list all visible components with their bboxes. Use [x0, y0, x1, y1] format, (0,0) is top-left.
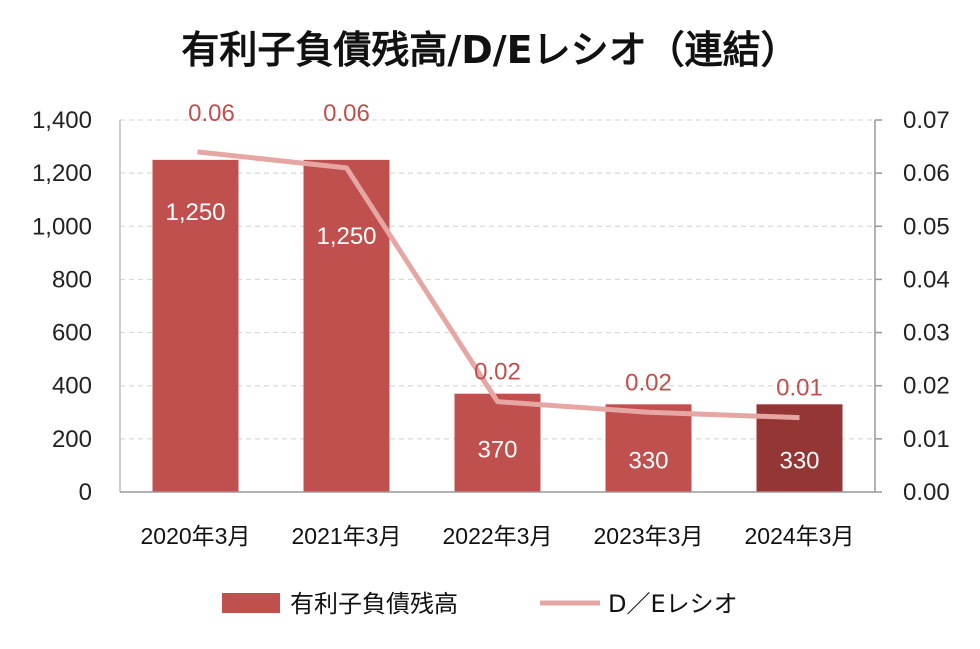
line-data-label: 0.06: [188, 100, 235, 127]
y-left-tick-label: 1,400: [32, 107, 92, 134]
line-series: [197, 149, 800, 421]
bar: [152, 159, 239, 492]
x-tick-label: 2021年3月: [292, 523, 402, 549]
y-left-tick-label: 800: [52, 266, 92, 293]
bar-data-label: 1,250: [316, 223, 376, 250]
y-left-tick-label: 1,200: [32, 160, 92, 187]
x-tick-label: 2023年3月: [594, 523, 704, 549]
axes: 0 0.00 200 0.01 400 0.02 600 0.03 800 0.04 1,000 0.…: [32, 107, 950, 549]
y-right-tick-label: 0.05: [903, 213, 950, 240]
y-right-tick-label: 0.00: [903, 479, 950, 506]
x-tick-label: 2022年3月: [443, 523, 553, 549]
legend-bar-swatch: [222, 593, 280, 613]
y-left-tick-label: 0: [79, 479, 92, 506]
legend-line-label: D／Eレシオ: [608, 590, 738, 618]
legend: 有利子負債残高 D／Eレシオ: [222, 590, 738, 618]
bar-data-label: 330: [779, 447, 819, 474]
y-right-tick-label: 0.04: [903, 266, 950, 293]
line-data-label: 0.06: [323, 100, 370, 127]
y-left-tick-label: 200: [52, 426, 92, 453]
y-left-tick-label: 600: [52, 320, 92, 347]
y-left-tick-label: 400: [52, 373, 92, 400]
y-right-tick-label: 0.01: [903, 426, 950, 453]
data-labels: 1,250 1,250 370 330 330 0.06 0.06 0.02 0.02 0.01: [165, 100, 822, 474]
bar-data-label: 1,250: [165, 199, 225, 226]
line-data-label: 0.02: [625, 369, 672, 396]
y-right-tick-label: 0.06: [903, 160, 950, 187]
y-right-tick-label: 0.07: [903, 107, 950, 134]
y-right-tick-label: 0.02: [903, 373, 950, 400]
bar-data-label: 370: [477, 437, 517, 464]
bar: [454, 393, 541, 492]
bar-data-label: 330: [628, 447, 668, 474]
bar: [303, 159, 390, 492]
legend-bar-label: 有利子負債残高: [290, 590, 458, 618]
line-data-label: 0.01: [776, 375, 823, 402]
y-right-tick-label: 0.03: [903, 320, 950, 347]
y-left-tick-label: 1,000: [32, 213, 92, 240]
x-tick-label: 2024年3月: [745, 523, 855, 549]
bar: [605, 404, 692, 492]
x-tick-label: 2020年3月: [141, 523, 251, 549]
chart-title: 有利子負債残高/D/Eレシオ（連結）: [181, 28, 798, 72]
line-data-label: 0.02: [474, 359, 521, 386]
